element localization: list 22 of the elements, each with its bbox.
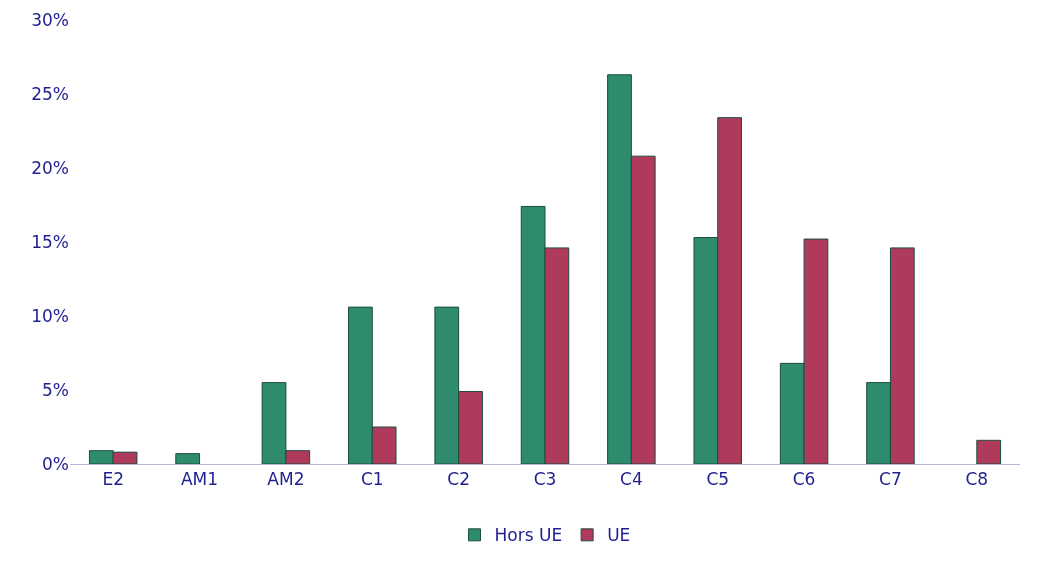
x-tick-label: AM2	[267, 469, 305, 490]
x-tick-label: C5	[706, 469, 730, 490]
x-tick-label: C3	[533, 469, 557, 490]
x-tick-label: C6	[792, 469, 816, 490]
y-tick-label: 0%	[42, 453, 69, 474]
x-tick-label: E2	[102, 469, 124, 490]
y-tick-label: 5%	[42, 379, 69, 400]
bar	[175, 453, 201, 464]
bar	[976, 439, 1002, 464]
x-tick-label: AM1	[180, 469, 219, 490]
legend-label: UE	[607, 525, 631, 546]
y-tick-label: 25%	[31, 83, 69, 104]
y-tick-label: 10%	[31, 305, 69, 326]
x-tick-label: C2	[447, 469, 470, 490]
x-tick-label: C7	[879, 469, 902, 490]
y-tick-label: 30%	[31, 9, 69, 30]
x-tick-label: C4	[620, 469, 643, 490]
y-tick-label: 20%	[31, 157, 69, 178]
x-tick-label: C1	[360, 469, 384, 490]
legend-label: Hors UE	[494, 525, 563, 546]
x-tick-label: C8	[965, 469, 989, 490]
y-tick-label: 15%	[31, 231, 69, 252]
